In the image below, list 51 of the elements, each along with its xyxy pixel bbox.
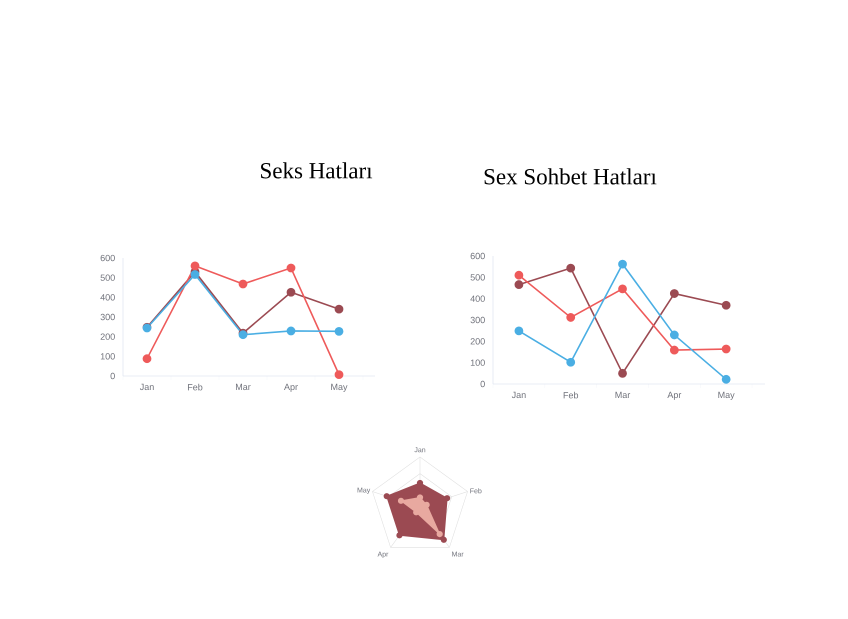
point xyxy=(566,313,576,322)
x-tick-label: Jan xyxy=(512,392,526,398)
y-tick-label: 200 xyxy=(100,333,115,340)
point xyxy=(566,264,576,273)
point xyxy=(670,330,679,340)
y-tick-label: 600 xyxy=(100,254,115,262)
point xyxy=(670,289,679,298)
x-tick-label: May xyxy=(331,384,348,392)
y-tick-label: 500 xyxy=(100,274,115,281)
x-tick-label: Mar xyxy=(616,392,630,398)
chart-title: Sex Sohbet Hatları xyxy=(484,168,656,184)
point xyxy=(334,370,344,380)
point xyxy=(618,284,627,294)
point xyxy=(514,270,524,280)
x-tick-label: Jan xyxy=(140,384,154,390)
point xyxy=(670,346,679,354)
point xyxy=(618,260,627,269)
point xyxy=(722,344,731,354)
point xyxy=(514,280,524,289)
point xyxy=(618,368,627,378)
y-tick-label: 400 xyxy=(100,294,115,301)
point xyxy=(286,288,296,297)
chart-title: Seks Hatları xyxy=(261,162,372,178)
x-tick-label: Apr xyxy=(667,392,682,400)
point xyxy=(286,264,296,272)
y-tick-label: 100 xyxy=(100,353,115,360)
point xyxy=(334,326,344,336)
y-tick-label: 300 xyxy=(100,314,115,320)
x-tick-label: Apr xyxy=(284,384,298,392)
y-tick-label: 500 xyxy=(470,274,485,281)
point xyxy=(190,270,200,279)
x-tick-label: Feb xyxy=(564,392,578,398)
y-tick-label: 200 xyxy=(470,338,485,345)
point xyxy=(514,326,524,336)
point xyxy=(190,261,200,270)
point xyxy=(566,358,576,367)
y-tick-label: 400 xyxy=(470,295,485,302)
point xyxy=(722,374,731,384)
y-tick-label: 0 xyxy=(110,372,115,380)
y-tick-label: 100 xyxy=(470,359,485,366)
x-tick-label: Mar xyxy=(236,384,251,390)
point xyxy=(238,280,248,288)
x-tick-label: May xyxy=(718,392,735,400)
point xyxy=(722,300,731,310)
point xyxy=(334,304,344,314)
x-tick-label: Feb xyxy=(188,384,202,390)
y-tick-label: 0 xyxy=(480,380,485,388)
y-tick-label: 300 xyxy=(470,316,485,324)
point xyxy=(142,354,152,364)
y-tick-label: 600 xyxy=(470,252,485,260)
point xyxy=(286,326,296,336)
